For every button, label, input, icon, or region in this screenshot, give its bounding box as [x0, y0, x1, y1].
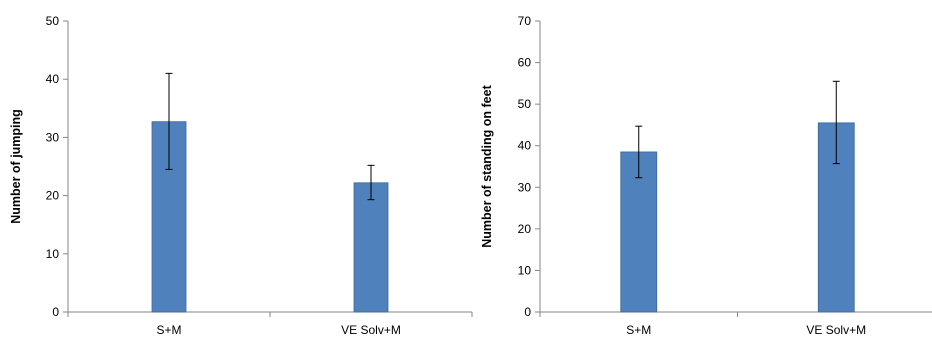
y-tick-label: 10 — [46, 247, 60, 261]
y-tick-label: 0 — [524, 305, 531, 319]
x-category-label: VE Solv+M — [341, 323, 401, 337]
y-tick-label: 70 — [518, 14, 532, 28]
y-tick-label: 60 — [518, 56, 532, 70]
y-tick-label: 10 — [518, 263, 532, 277]
x-category-label: S+M — [626, 323, 651, 337]
bar — [620, 151, 658, 313]
y-tick-label: 40 — [46, 72, 60, 86]
y-tick-label: 30 — [518, 180, 532, 194]
y-tick-label: 40 — [518, 139, 532, 153]
y-axis-title: Number of jumping — [9, 109, 23, 224]
bar — [353, 182, 389, 313]
x-category-label: VE Solv+M — [806, 323, 866, 337]
y-tick-label: 0 — [52, 305, 59, 319]
y-axis-title: Number of standing on feet — [480, 84, 494, 247]
y-tick-label: 20 — [518, 222, 532, 236]
y-tick-label: 50 — [46, 14, 60, 28]
chart-jumping: 0 10 20 30 40 50 S+M VE Solv+M Number of jumping — [9, 14, 473, 337]
chart-standing-on-feet: 0 10 20 30 40 50 60 70 S+M VE Solv+M Number of sta… — [480, 14, 932, 337]
y-tick-label: 30 — [46, 130, 60, 144]
x-category-label: S+M — [156, 323, 181, 337]
y-tick-label: 20 — [46, 189, 60, 203]
y-tick-label: 50 — [518, 97, 532, 111]
